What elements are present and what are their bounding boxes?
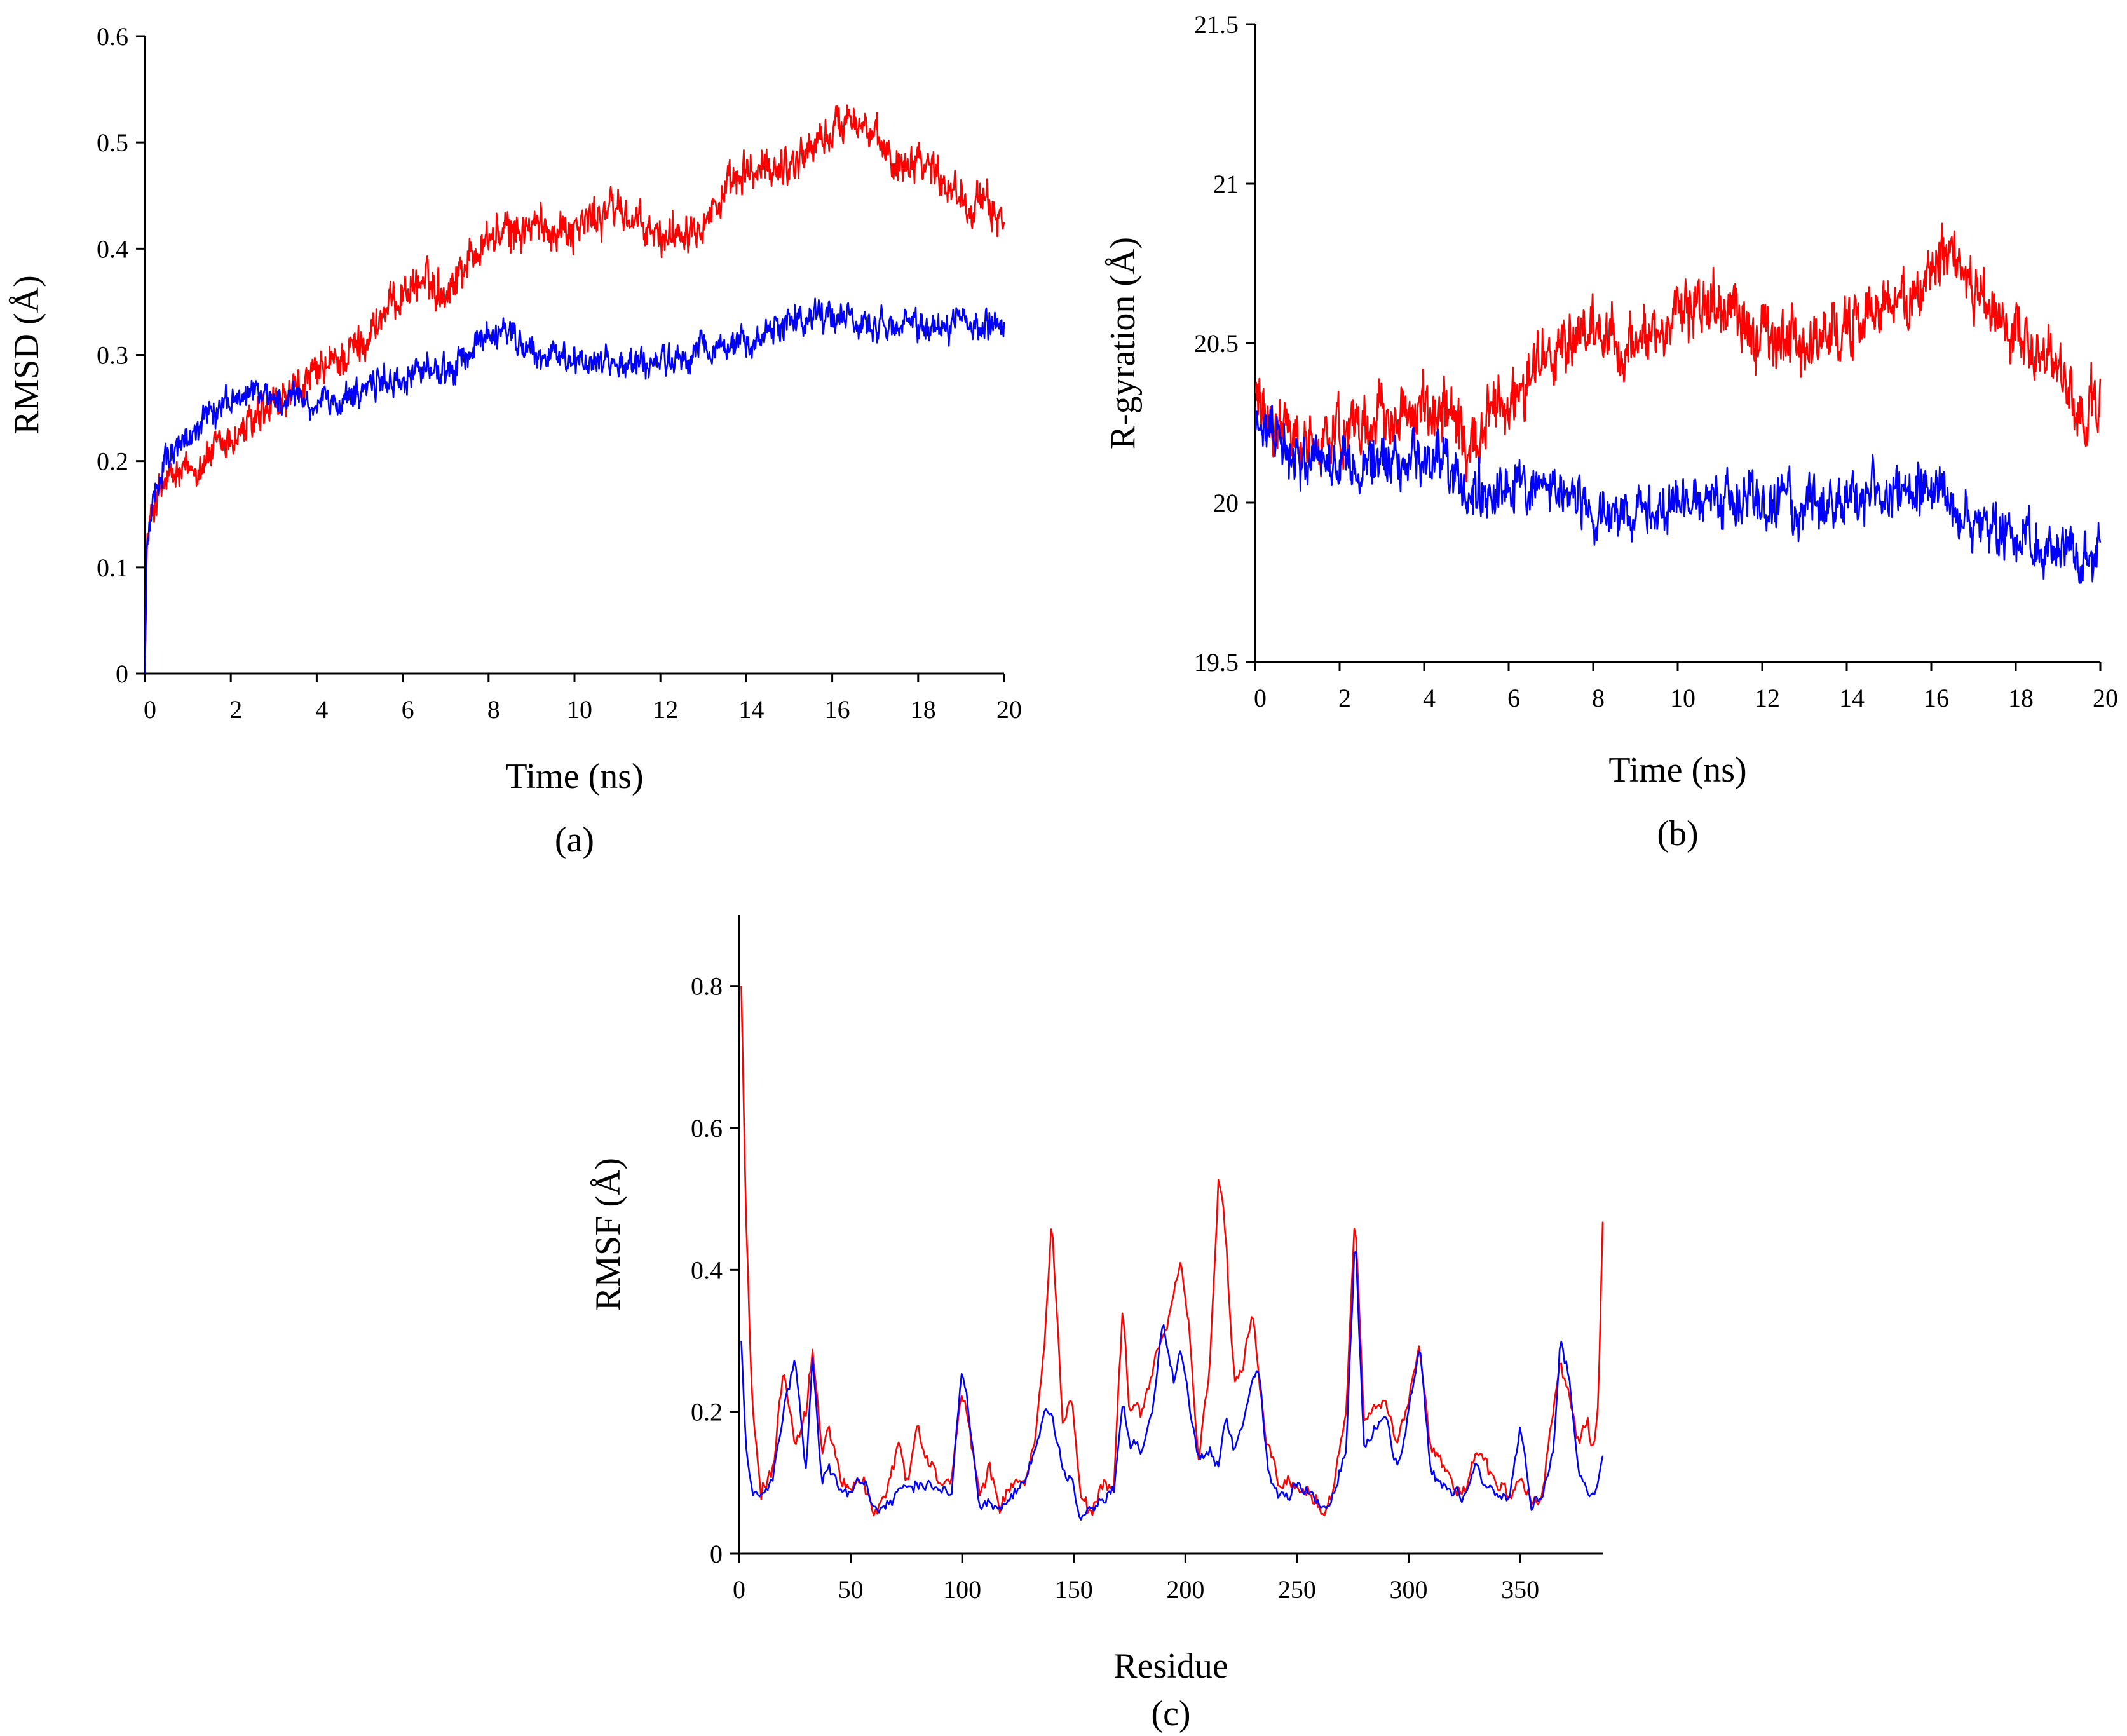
x-tick-label: 12 [1755, 684, 1780, 712]
y-tick-label: 0.4 [97, 234, 128, 263]
panel-label: (a) [555, 820, 594, 860]
x-tick-label: 16 [825, 695, 850, 724]
x-tick-label: 20 [2093, 684, 2118, 712]
y-tick-label: 0.4 [691, 1256, 723, 1284]
panel-b-rgyration-chart: 19.5 20 20.5 21 21.5 0 2 4 6 8 10 12 14 16 18 20 Time (n… [1103, 10, 2118, 853]
y-tick-label: 0.2 [691, 1398, 723, 1427]
x-tick-label: 14 [1839, 684, 1865, 712]
y-tick-label: 20.5 [1194, 329, 1239, 358]
y-tick-label: 0.6 [97, 22, 128, 51]
x-tick-label: 6 [1507, 684, 1520, 712]
panel-a-rmsd-chart: 0 0.1 0.2 0.3 0.4 0.5 0.6 0 2 4 6 8 10 12 14 16 18 20 Time… [7, 22, 1022, 860]
x-tick-label: 4 [1423, 684, 1436, 712]
x-tick-label: 2 [229, 695, 242, 724]
x-tick-label: 16 [1924, 684, 1949, 712]
x-tick-label: 4 [315, 695, 328, 724]
series-line-red [740, 986, 1604, 1517]
x-tick-label: 0 [1254, 684, 1267, 712]
y-axis-label: RMSD (Å) [7, 275, 46, 434]
y-tick-label: 19.5 [1194, 648, 1239, 677]
x-tick-label: 10 [567, 695, 592, 724]
y-tick-label: 0 [116, 660, 128, 688]
y-tick-label: 0.8 [691, 972, 723, 1001]
x-tick-label: 8 [1592, 684, 1605, 712]
x-tick-label: 6 [402, 695, 414, 724]
y-tick-label: 21 [1213, 170, 1239, 198]
x-tick-label: 0 [733, 1575, 745, 1604]
panel-label: (b) [1657, 814, 1698, 853]
x-tick-label: 150 [1055, 1575, 1093, 1604]
x-tick-label: 350 [1501, 1575, 1539, 1604]
x-tick-label: 250 [1278, 1575, 1316, 1604]
y-tick-label: 20 [1213, 489, 1239, 517]
series-line-blue [145, 297, 1005, 674]
x-tick-label: 50 [838, 1575, 864, 1604]
y-tick-label: 0 [710, 1540, 723, 1568]
x-tick-label: 8 [487, 695, 500, 724]
y-tick-label: 0.2 [97, 447, 128, 476]
y-tick-label: 21.5 [1194, 10, 1239, 39]
series-line-blue [1255, 404, 2102, 584]
series-line-blue [740, 1251, 1604, 1521]
x-tick-label: 10 [1670, 684, 1695, 712]
x-tick-label: 18 [911, 695, 936, 724]
x-tick-label: 300 [1389, 1575, 1427, 1604]
series-line-red [145, 104, 1005, 674]
y-tick-label: 0.6 [691, 1114, 723, 1143]
y-tick-label: 0.1 [97, 553, 128, 582]
x-axis-label: Time (ns) [1608, 750, 1746, 790]
panel-label: (c) [1151, 1694, 1190, 1733]
x-axis-label: Residue [1113, 1646, 1228, 1686]
x-tick-label: 0 [144, 695, 156, 724]
series-line-red [1255, 222, 2102, 483]
y-tick-label: 0.3 [97, 341, 128, 370]
panel-c-rmsf-chart: 0 0.2 0.4 0.6 0.8 0 50 100 150 200 250 300 350 Residu… [588, 915, 1604, 1733]
y-axis-label: R-gyration (Å) [1103, 237, 1143, 449]
x-tick-label: 18 [2008, 684, 2034, 712]
y-tick-label: 0.5 [97, 128, 128, 157]
x-tick-label: 200 [1166, 1575, 1204, 1604]
x-tick-label: 14 [738, 695, 764, 724]
y-axis-label: RMSF (Å) [588, 1158, 628, 1311]
x-tick-label: 20 [996, 695, 1022, 724]
x-axis-label: Time (ns) [505, 757, 643, 796]
x-tick-label: 2 [1338, 684, 1351, 712]
x-tick-label: 100 [943, 1575, 981, 1604]
x-tick-label: 12 [653, 695, 678, 724]
